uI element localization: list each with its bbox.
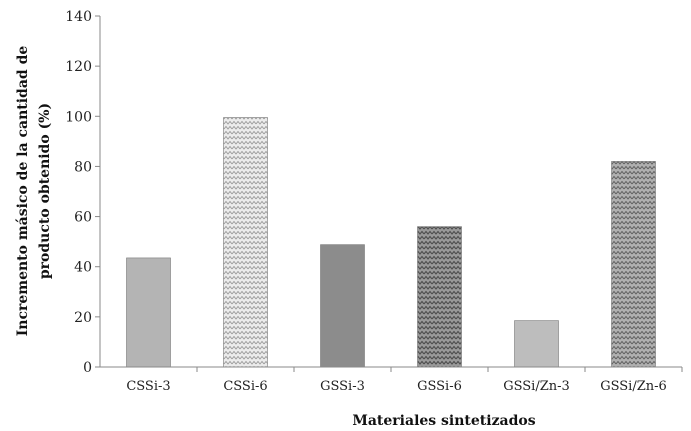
bars: [126, 117, 656, 368]
y-axis-title: Incremento másico de la cantidad de prod…: [15, 46, 53, 337]
y-tick-label: 80: [74, 159, 92, 175]
y-tick-label: 0: [83, 360, 92, 376]
bar-gssi-3: [320, 244, 365, 368]
y-tick-label: 60: [74, 210, 92, 226]
x-axis-tick-labels: CSSi-3 CSSi-6 GSSi-3 GSSi-6 GSSi/Zn-3 GSSi/Zn…: [126, 367, 683, 394]
bar-gssi-zn-6: [611, 161, 656, 368]
y-axis-ticks: 0 20 40 60 80 100 120 140: [65, 9, 100, 376]
y-tick-label: 140: [65, 9, 92, 25]
bar-gssi-zn-3: [514, 320, 559, 368]
x-tick-label: GSSi/Zn-3: [503, 379, 570, 394]
y-tick-label: 40: [74, 260, 92, 276]
y-tick-label: 20: [74, 310, 92, 326]
y-tick-label: 100: [65, 109, 92, 125]
x-axis-title: Materiales sintetizados: [352, 413, 535, 429]
x-tick-label: GSSi/Zn-6: [600, 379, 667, 394]
bar-cssi-6: [223, 117, 268, 368]
y-axis-title-line-2: producto obtenido (%): [37, 103, 53, 279]
y-tick-label: 120: [65, 59, 92, 75]
bar-gssi-6: [417, 226, 462, 368]
bar-cssi-3: [126, 257, 171, 368]
x-tick-label: GSSi-3: [320, 379, 365, 394]
x-tick-label: CSSi-3: [126, 379, 170, 394]
y-axis-title-line-1: Incremento másico de la cantidad de: [15, 46, 31, 337]
x-tick-label: CSSi-6: [223, 379, 267, 394]
x-tick-label: GSSi-6: [417, 379, 462, 394]
